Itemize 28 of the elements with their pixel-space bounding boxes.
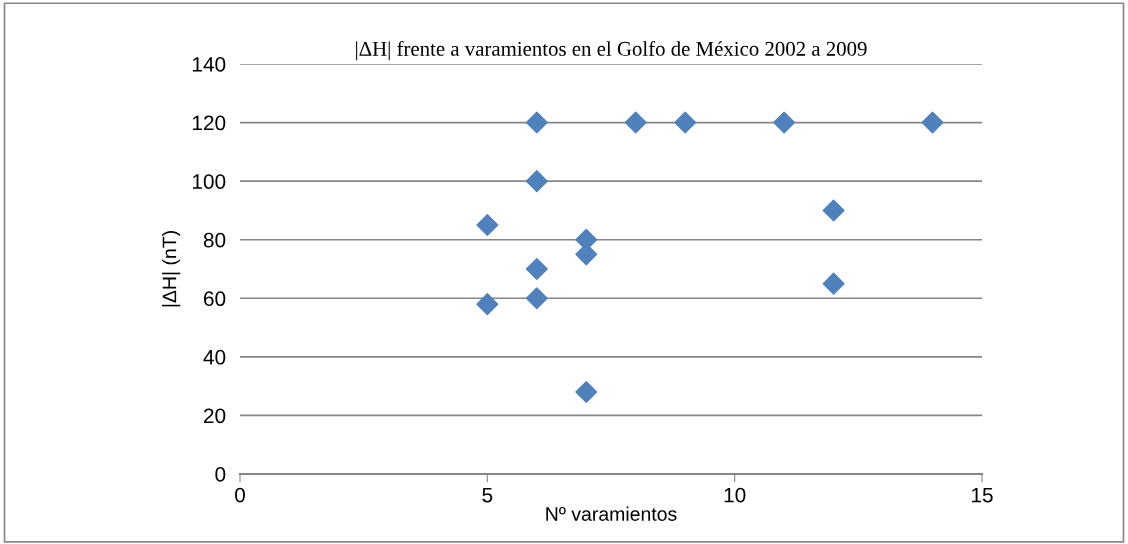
x-tick-label: 0 xyxy=(235,487,245,503)
x-tick-label: 15 xyxy=(972,487,993,503)
y-tick-label: 100 xyxy=(192,174,226,189)
y-tick-label: 60 xyxy=(204,291,226,307)
y-tick-label: 40 xyxy=(203,349,226,365)
y-tick-label: 140 xyxy=(192,57,226,72)
y-tick-label: 20 xyxy=(203,408,226,424)
point xyxy=(773,111,796,134)
point xyxy=(575,381,598,403)
point xyxy=(525,287,548,310)
point xyxy=(525,170,548,193)
y-tick-label: 80 xyxy=(203,232,226,248)
y-tick-label: 120 xyxy=(192,115,226,131)
x-tick-label: 5 xyxy=(482,487,493,503)
point xyxy=(476,293,499,316)
point xyxy=(525,258,548,280)
x-axis-title: Nº varamientos xyxy=(546,506,677,521)
point xyxy=(822,272,845,295)
y-tick-label: 0 xyxy=(215,467,226,482)
point xyxy=(674,111,697,134)
chart-title: |ΔH| frente a varamientos en el Golfo de México 2002 a 2009 xyxy=(356,41,867,61)
point xyxy=(525,111,548,134)
y-axis-title: |ΔH| (nT) xyxy=(162,231,181,307)
point xyxy=(624,111,647,134)
x-tick-label: 10 xyxy=(724,487,746,503)
point xyxy=(822,199,845,222)
point xyxy=(476,214,499,237)
point xyxy=(921,111,944,134)
